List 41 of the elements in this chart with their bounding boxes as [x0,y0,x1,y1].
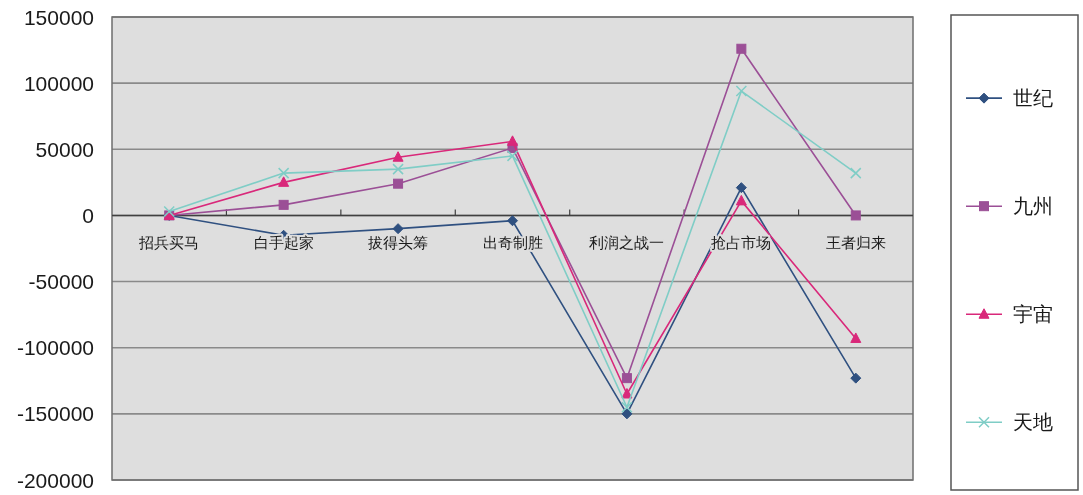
point [392,163,404,175]
point [392,151,404,162]
point [506,150,519,162]
x-tick-label: 招兵买马 [138,234,200,252]
y-tick-label: -100000 [16,336,94,360]
point [507,215,518,227]
point [850,332,862,343]
point [507,135,518,146]
point [163,205,175,218]
y-tick-label: -50000 [28,270,94,294]
point [621,373,632,384]
point [735,194,747,206]
y-tick-label: 100000 [23,71,94,95]
point [850,372,862,384]
x-tick-label: 利润之战一 [589,234,665,252]
legend-label: 世纪 [1013,87,1053,110]
legend-label: 天地 [1013,411,1053,434]
point [278,176,290,187]
point [850,210,861,221]
y-tick-label: 150000 [23,5,94,29]
y-tick-label: 50000 [35,137,94,161]
point [736,43,747,54]
point [621,408,633,420]
point [393,178,404,189]
y-tick-label: -200000 [16,468,94,492]
point [392,223,404,235]
point [621,401,633,413]
point [621,388,633,399]
point [850,167,862,179]
legend-label: 宇宙 [1013,303,1053,326]
point [735,85,748,97]
x-tick-label: 拔得头筹 [368,234,429,252]
x-tick-label: 王者归来 [825,234,886,252]
point [278,199,289,210]
y-tick-label: -150000 [16,402,94,426]
x-tick-label: 白手起家 [253,234,314,252]
y-tick-label: 0 [82,203,94,227]
point [735,182,747,194]
point [277,167,290,179]
x-tick-label: 出奇制胜 [482,234,543,252]
legend-label: 九州 [1013,195,1053,218]
